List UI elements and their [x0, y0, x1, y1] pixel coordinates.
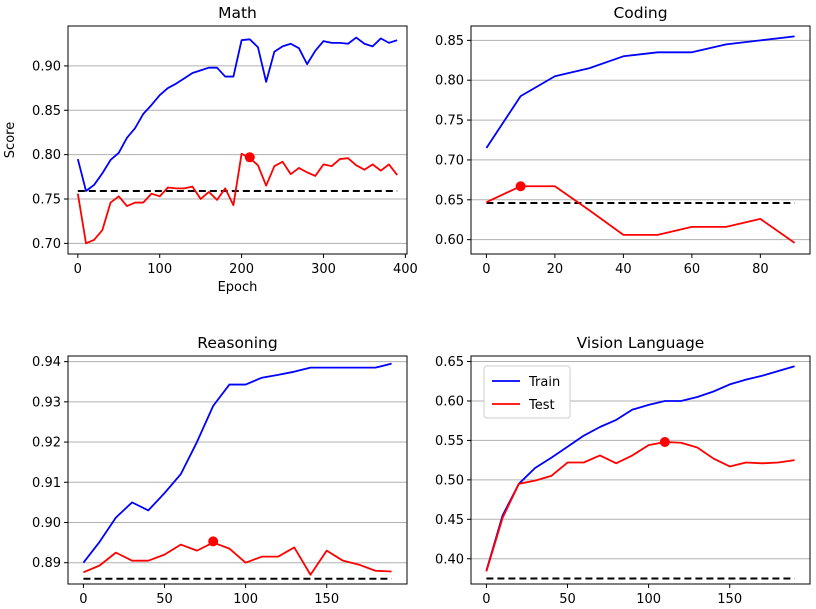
axes-frame — [470, 355, 811, 585]
x-tick-label: 400 — [393, 262, 418, 277]
y-tick-label: 0.92 — [32, 436, 61, 451]
subplot-title: Vision Language — [577, 334, 705, 352]
x-tick-label: 100 — [147, 262, 172, 277]
y-tick-label: 0.60 — [435, 233, 464, 248]
y-tick-label: 0.40 — [435, 552, 464, 567]
y-tick-label: 0.85 — [32, 104, 61, 119]
train-series-line — [82, 362, 392, 564]
y-tick-label: 0.91 — [32, 476, 61, 491]
y-tick-label: 0.80 — [32, 148, 61, 163]
best-test-marker — [659, 436, 670, 447]
x-tick-label: 20 — [547, 262, 564, 277]
axes-frame — [67, 25, 408, 255]
axes-frame — [470, 25, 811, 255]
subplot-title: Reasoning — [197, 334, 277, 352]
x-tick-label: 200 — [229, 262, 254, 277]
x-tick-label: 300 — [311, 262, 336, 277]
y-tick-label: 0.65 — [435, 355, 464, 370]
best-test-marker — [208, 536, 219, 547]
x-tick-label: 50 — [156, 592, 173, 607]
x-tick-label: 50 — [559, 592, 576, 607]
subplot-1: 0.70 0.75 0.80 0.85 0.90 0 100 200 300 400 Math Epo… — [3, 4, 418, 295]
test-series-line — [83, 541, 392, 576]
y-tick-label: 0.80 — [435, 74, 464, 89]
x-tick-label: 40 — [615, 262, 632, 277]
y-tick-label: 0.65 — [435, 193, 464, 208]
x-tick-label: 150 — [314, 592, 339, 607]
y-tick-label: 0.89 — [32, 556, 61, 571]
legend-box — [483, 365, 571, 419]
subplot-3: 0.89 0.90 0.91 0.92 0.93 0.94 0 50 100 150 Reasoni… — [32, 334, 408, 607]
axes-frame — [67, 355, 408, 585]
test-series-line — [485, 441, 795, 572]
y-tick-label: 0.70 — [32, 237, 61, 252]
y-tick-label: 0.70 — [435, 153, 464, 168]
subplot-title: Coding — [613, 4, 667, 22]
train-series-line — [76, 36, 398, 192]
x-tick-label: 0 — [79, 592, 87, 607]
x-tick-label: 100 — [233, 592, 258, 607]
x-tick-label: 150 — [717, 592, 742, 607]
y-tick-label: 0.50 — [435, 473, 464, 488]
y-tick-label: 0.60 — [435, 394, 464, 409]
train-series-line — [485, 365, 795, 571]
x-axis-label: Epoch — [218, 280, 258, 295]
best-test-marker — [244, 152, 255, 163]
y-tick-label: 0.94 — [32, 355, 61, 370]
legend-label-test: Test — [528, 398, 555, 413]
test-series-line — [76, 152, 398, 245]
subplot-title: Math — [218, 4, 257, 22]
y-axis-label: Score — [3, 122, 18, 158]
legend: Train Test — [483, 365, 571, 419]
x-tick-label: 80 — [752, 262, 769, 277]
y-tick-label: 0.75 — [435, 114, 464, 129]
y-tick-label: 0.90 — [32, 516, 61, 531]
best-test-marker — [515, 181, 526, 192]
x-tick-label: 0 — [482, 592, 490, 607]
x-tick-label: 100 — [636, 592, 661, 607]
y-tick-label: 0.55 — [435, 434, 464, 449]
y-tick-label: 0.90 — [32, 59, 61, 74]
y-tick-label: 0.45 — [435, 513, 464, 528]
y-tick-label: 0.85 — [435, 34, 464, 49]
test-series-line — [486, 185, 796, 244]
x-tick-label: 0 — [482, 262, 490, 277]
train-series-line — [485, 35, 795, 149]
legend-label-train: Train — [528, 375, 560, 390]
x-tick-label: 60 — [684, 262, 701, 277]
x-tick-label: 0 — [74, 262, 82, 277]
y-tick-label: 0.75 — [32, 192, 61, 207]
subplot-4: 0.40 0.45 0.50 0.55 0.60 0.65 0 50 100 150 Vision … — [435, 334, 811, 607]
y-tick-label: 0.93 — [32, 395, 61, 410]
subplot-2: 0.60 0.65 0.70 0.75 0.80 0.85 0 20 40 60 80 Coding — [435, 4, 811, 277]
